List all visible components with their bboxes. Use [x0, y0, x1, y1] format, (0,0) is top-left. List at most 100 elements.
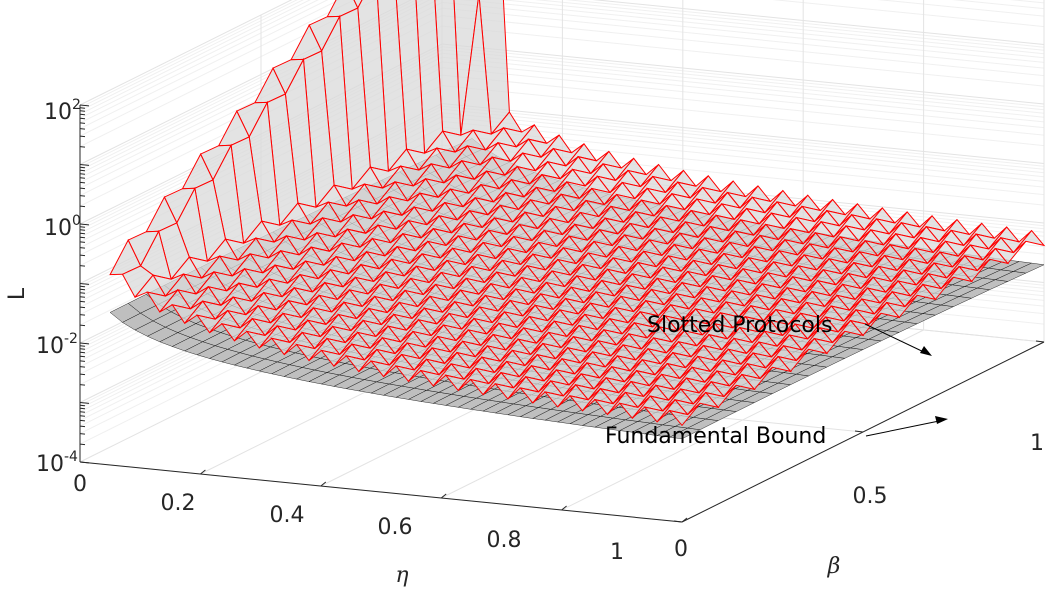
- x-tick-mark: [200, 469, 206, 475]
- y-tick-1: 1: [1030, 431, 1044, 456]
- annotation-arrow-slotted: [864, 323, 932, 356]
- grid-line-z-side: [500, 0, 1045, 55]
- axes-frame: [79, 104, 1045, 523]
- z-tick-mark: [79, 254, 86, 257]
- z-tick-mark: [79, 355, 86, 358]
- z-tick-mark: [79, 146, 86, 148]
- grid-line-z-side: [441, 15, 1045, 77]
- z-axis-label: L: [5, 287, 30, 300]
- z-tick-mark: [79, 169, 86, 172]
- annotation-arrow-bound: [865, 416, 948, 437]
- grid-line-z-side: [441, 103, 1045, 164]
- z-tick-mark: [79, 164, 90, 166]
- z-tick-mark: [79, 285, 86, 288]
- z-tick-mark: [79, 195, 86, 197]
- z-tick-mark: [79, 226, 86, 228]
- z-tick-mark: [79, 181, 86, 184]
- grid-line-z-side: [441, 67, 1045, 129]
- z-tick-mark: [79, 402, 90, 404]
- z-tick-mark: [79, 110, 86, 112]
- grid-line-z-side: [441, 25, 1045, 87]
- z-tick-mark: [79, 187, 86, 190]
- grid-line-z-side: [441, 108, 1045, 170]
- z-tick-mark: [79, 415, 86, 417]
- z-tick-mark: [79, 236, 86, 239]
- grid-line-z-side: [441, 52, 1045, 114]
- grid-line-z-side: [592, 0, 1045, 45]
- y-tick-0: 0: [674, 537, 688, 562]
- z-tick-mark: [79, 351, 86, 354]
- grid-line-z-side: [565, 0, 1045, 48]
- z-tick-mark: [79, 113, 86, 116]
- z-tick-label-neg4: 10-4: [36, 449, 78, 477]
- z-tick-mark: [79, 265, 86, 267]
- z-tick-mark: [79, 177, 86, 179]
- grid-line-z-side: [441, 61, 1045, 123]
- grid-line-z-side: [441, 43, 1045, 105]
- z-tick-mark: [79, 425, 86, 428]
- annotation-slotted-protocols: Slotted Protocols: [647, 313, 832, 338]
- z-tick-mark: [79, 419, 86, 422]
- y-axis-label: β: [827, 554, 841, 579]
- slotted-facet: [668, 402, 701, 427]
- grid-line-z-side: [877, 0, 1045, 17]
- z-tick-mark: [79, 205, 86, 208]
- z-tick-mark: [79, 292, 86, 294]
- grid-line-z-side: [441, 120, 1045, 182]
- z-tick-mark: [79, 173, 86, 175]
- z-tick-mark: [79, 283, 90, 285]
- z-tick-mark: [79, 300, 86, 303]
- z-tick-mark: [79, 296, 86, 298]
- grid-line-z-side: [441, 56, 1045, 118]
- z-tick-mark: [79, 433, 86, 435]
- x-tick-mark: [561, 505, 567, 511]
- x-axis-label: η: [395, 563, 408, 588]
- z-tick-label-2: 102: [44, 97, 81, 125]
- z-tick-mark: [79, 366, 86, 368]
- z-tick-mark: [79, 348, 86, 350]
- grid-line-z-side: [441, 105, 1045, 167]
- z-tick-mark: [79, 135, 86, 138]
- bound-facet: [1012, 262, 1045, 274]
- y-tick-mark: [1035, 340, 1045, 343]
- x-axis-line: [79, 461, 683, 523]
- grid-line-z-side: [441, 85, 1045, 147]
- grid-line-z-side: [441, 1, 1045, 63]
- x-tick-origin: 0: [73, 472, 87, 497]
- x-tick-1: 1: [610, 540, 624, 565]
- y-tick-mark: [673, 520, 683, 523]
- z-tick-mark: [79, 324, 86, 327]
- z-tick-mark: [79, 306, 86, 309]
- surface-slotted-protocols: [109, 0, 1046, 427]
- z-tick-mark: [79, 117, 86, 120]
- x-tick-0.6: 0.6: [378, 515, 413, 540]
- z-tick-mark: [79, 373, 86, 376]
- z-tick-mark: [79, 288, 86, 291]
- z-tick-mark: [79, 342, 90, 345]
- z-tick-mark: [79, 107, 86, 109]
- x-tick-mark: [681, 517, 688, 523]
- z-tick-mark: [79, 166, 86, 169]
- z-tick-mark: [79, 443, 86, 446]
- z-tick-mark: [79, 232, 86, 235]
- z-tick-mark: [79, 314, 86, 316]
- z-tick-label-neg2: 10-2: [36, 331, 78, 359]
- z-tick-mark: [79, 229, 86, 231]
- z-tick-mark: [79, 128, 86, 130]
- grid-line-z-side: [441, 74, 1045, 136]
- grid-line-z-side: [441, 112, 1045, 174]
- y-tick-0.5: 0.5: [853, 484, 888, 509]
- z-tick-mark: [79, 345, 86, 347]
- z-tick-mark: [79, 461, 90, 464]
- grid-line-z-side: [441, 7, 1045, 69]
- x-tick-0.2: 0.2: [161, 491, 196, 516]
- z-tick-label-0: 100: [44, 213, 81, 241]
- z-tick-mark: [79, 241, 86, 243]
- z-tick-mark: [79, 247, 86, 249]
- grid-line-z-side: [460, 0, 1045, 59]
- z-tick-mark: [79, 360, 86, 362]
- grid-line-z-side: [441, 46, 1045, 108]
- grid-line-z-side: [441, 116, 1045, 178]
- annotation-fundamental-bound: Fundamental Bound: [605, 424, 826, 449]
